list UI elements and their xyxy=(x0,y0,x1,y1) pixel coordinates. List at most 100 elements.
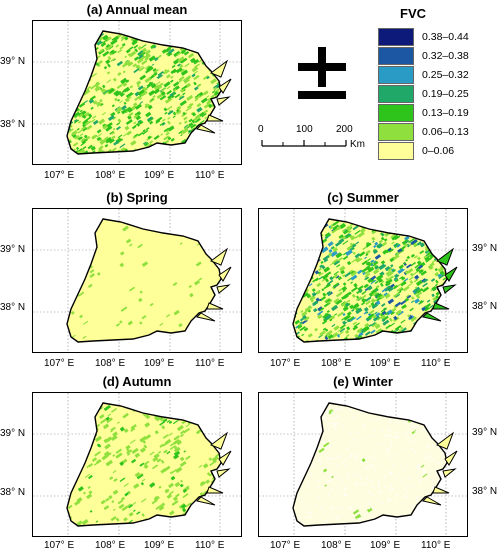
fvc-pixel xyxy=(84,62,92,69)
fvc-pixel xyxy=(140,481,145,486)
fvc-pixel xyxy=(424,303,432,309)
fvc-pixel xyxy=(166,493,173,499)
fvc-pixel xyxy=(399,341,404,342)
fvc-pixel xyxy=(317,423,319,425)
fvc-pixel xyxy=(333,418,336,420)
fvc-pixel xyxy=(403,495,406,497)
fvc-pixel xyxy=(299,460,301,462)
fvc-pixel xyxy=(298,469,301,471)
fvc-pixel xyxy=(102,89,109,95)
fvc-pixel xyxy=(423,458,426,460)
fvc-pixel xyxy=(69,102,76,108)
fvc-pixel xyxy=(151,499,158,505)
fvc-pixel xyxy=(196,141,202,147)
fvc-pixel xyxy=(119,143,126,149)
fvc-pixel xyxy=(147,104,153,110)
fvc-pixel xyxy=(198,464,203,468)
fvc-pixel xyxy=(107,114,115,122)
fvc-pixel xyxy=(179,64,184,69)
fvc-pixel xyxy=(356,315,362,321)
fvc-pixel xyxy=(403,477,406,479)
fvc-pixel xyxy=(390,333,394,338)
fvc-pixel xyxy=(215,53,221,59)
fvc-pixel xyxy=(104,443,111,450)
fvc-pixel xyxy=(337,456,340,458)
fvc-pixel xyxy=(173,450,181,457)
fvc-pixel xyxy=(181,150,186,154)
fvc-pixel xyxy=(64,53,67,55)
fvc-pixel xyxy=(409,280,414,285)
fvc-pixel xyxy=(183,427,190,434)
fvc-pixel xyxy=(366,339,371,342)
fvc-pixel xyxy=(209,461,215,466)
fvc-pixel xyxy=(386,271,394,278)
fvc-pixel xyxy=(443,478,445,480)
fvc-pixel xyxy=(166,407,170,412)
fvc-pixel xyxy=(206,95,210,98)
fvc-pixel xyxy=(337,500,340,502)
fvc-pixel xyxy=(317,435,320,437)
fvc-pixel xyxy=(407,283,412,288)
legend-swatch xyxy=(378,85,414,103)
fvc-pixel xyxy=(339,477,342,479)
fvc-pixel xyxy=(101,84,106,89)
fvc-pixel xyxy=(416,260,422,266)
fvc-pixel xyxy=(397,248,403,253)
fvc-pixel xyxy=(333,298,340,304)
fvc-pixel xyxy=(137,131,144,137)
fvc-pixel xyxy=(328,429,331,430)
fvc-pixel xyxy=(189,53,194,58)
fvc-pixel xyxy=(432,243,436,247)
fvc-pixel xyxy=(355,475,358,477)
fvc-pixel xyxy=(172,92,177,96)
fvc-pixel xyxy=(424,522,427,524)
fvc-pixel xyxy=(305,441,307,442)
fvc-pixel xyxy=(76,520,83,526)
fvc-pixel xyxy=(440,232,446,237)
fvc-pixel xyxy=(404,408,407,410)
fvc-pixel xyxy=(95,62,99,67)
fvc-pixel xyxy=(85,62,90,67)
fvc-pixel xyxy=(421,320,425,324)
fvc-pixel xyxy=(171,500,179,506)
fvc-pixel xyxy=(122,70,126,74)
fvc-pixel xyxy=(394,251,402,257)
fvc-pixel xyxy=(121,35,127,41)
fvc-pixel xyxy=(327,493,330,495)
fvc-pixel xyxy=(374,280,379,285)
fvc-pixel xyxy=(125,444,131,450)
fvc-pixel xyxy=(116,126,121,131)
fvc-pixel xyxy=(443,326,447,333)
fvc-pixel xyxy=(294,257,298,260)
fvc-pixel xyxy=(167,125,175,132)
fvc-pixel xyxy=(416,287,424,294)
fvc-pixel xyxy=(182,34,188,40)
fvc-pixel xyxy=(428,437,430,439)
fvc-pixel xyxy=(151,72,158,78)
fvc-pixel xyxy=(162,441,169,447)
fvc-pixel xyxy=(145,68,151,74)
fvc-pixel xyxy=(364,322,370,328)
fvc-pixel xyxy=(218,127,221,132)
fvc-pixel xyxy=(139,101,144,105)
fvc-pixel xyxy=(162,418,168,423)
fvc-pixel xyxy=(189,292,194,298)
fvc-pixel xyxy=(130,427,136,432)
fvc-pixel xyxy=(415,267,421,273)
region-boundary xyxy=(444,266,458,282)
fvc-pixel xyxy=(353,439,356,441)
fvc-pixel xyxy=(194,113,202,120)
fvc-pixel xyxy=(299,240,306,247)
fvc-pixel xyxy=(104,44,113,51)
region-boundary xyxy=(66,30,222,155)
fvc-pixel xyxy=(380,523,383,525)
fvc-pixel xyxy=(138,120,144,125)
fvc-pixel xyxy=(355,483,358,485)
fvc-pixel xyxy=(343,314,351,321)
lat-label: 39° N xyxy=(472,243,498,254)
fvc-pixel xyxy=(143,464,149,469)
fvc-pixel xyxy=(163,107,168,112)
fvc-pixel xyxy=(144,49,151,55)
fvc-pixel xyxy=(406,294,412,299)
fvc-pixel xyxy=(365,415,368,417)
